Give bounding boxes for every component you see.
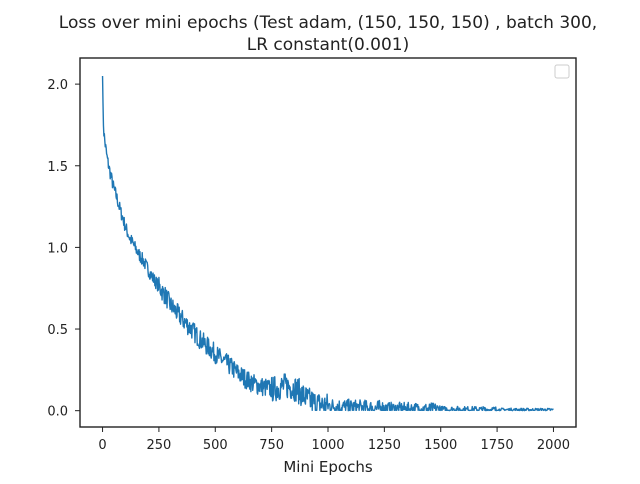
y-tick-label: 1.0 xyxy=(47,241,68,256)
y-axis: 0.0 0.5 1.0 1.5 2.0 xyxy=(47,78,80,420)
x-tick-label: 0 xyxy=(98,438,106,453)
x-axis: 0 250 500 750 1000 1250 1500 1750 2000 xyxy=(98,427,570,453)
x-tick-label: 750 xyxy=(259,438,284,453)
chart-title-line-1: Loss over mini epochs (Test adam, (150, … xyxy=(59,13,597,33)
x-tick-label: 500 xyxy=(203,438,228,453)
x-tick-label: 1000 xyxy=(311,438,344,453)
y-tick-label: 0.0 xyxy=(47,405,68,420)
series-layer xyxy=(101,75,554,412)
x-axis-label: Mini Epochs xyxy=(283,458,372,476)
x-tick-label: 1750 xyxy=(481,438,514,453)
x-tick-label: 1250 xyxy=(368,438,401,453)
loss-series-line xyxy=(101,75,554,412)
x-tick-label: 2000 xyxy=(537,438,570,453)
legend-box[interactable] xyxy=(554,64,570,79)
y-tick-label: 0.5 xyxy=(47,323,68,338)
y-tick-label: 1.5 xyxy=(47,160,68,175)
x-tick-label: 1500 xyxy=(424,438,457,453)
x-tick-label: 250 xyxy=(146,438,171,453)
plot-frame xyxy=(79,57,577,428)
chart-title-line-2: LR constant(0.001) xyxy=(247,35,410,55)
y-tick-label: 2.0 xyxy=(47,78,68,93)
